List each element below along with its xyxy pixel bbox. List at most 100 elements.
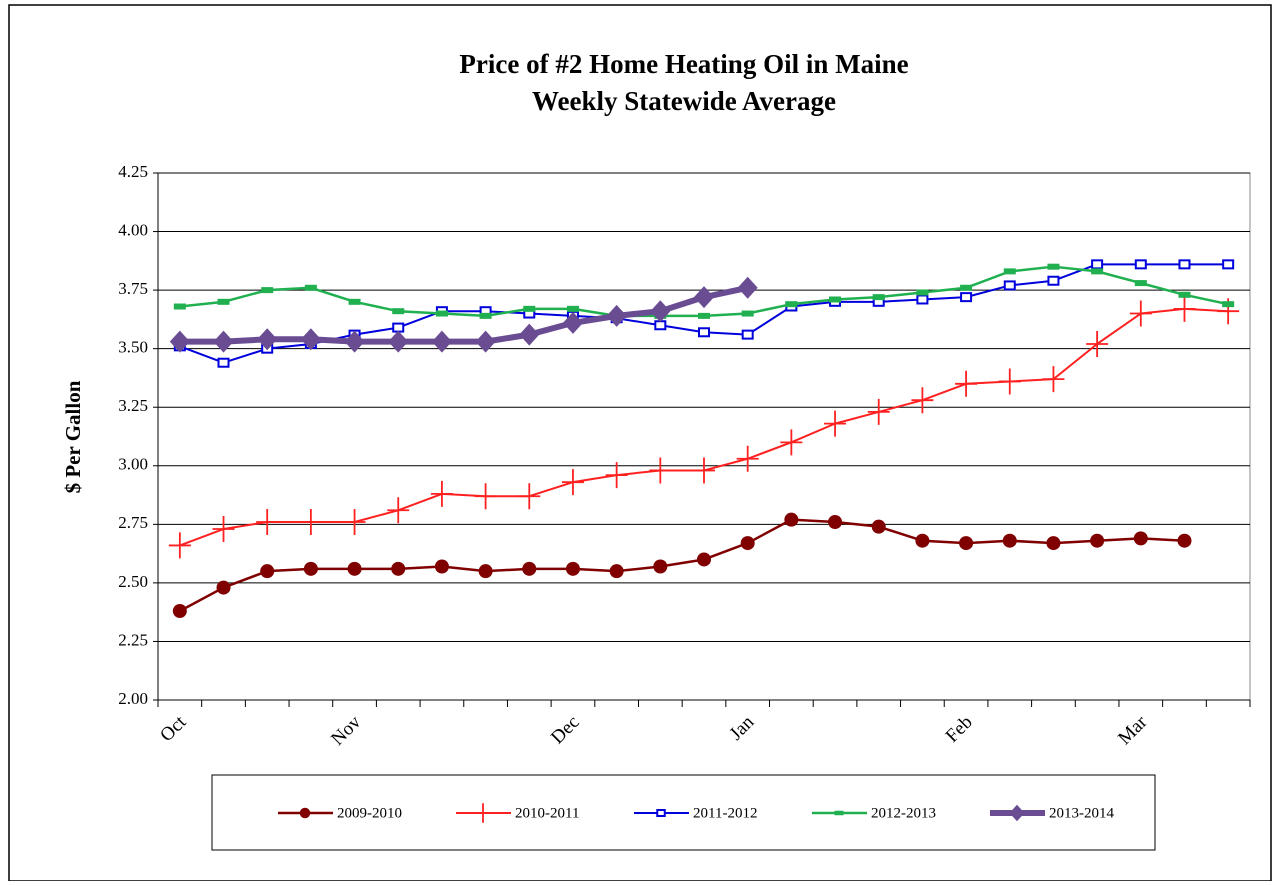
marker [1003, 268, 1016, 275]
marker [824, 410, 847, 437]
marker [650, 300, 671, 323]
marker [960, 284, 973, 291]
marker [654, 320, 667, 331]
marker [562, 311, 583, 334]
y-tick-label: 2.50 [118, 572, 148, 591]
marker [1091, 268, 1104, 275]
marker [478, 564, 493, 579]
marker [475, 330, 496, 353]
marker [872, 294, 885, 301]
marker [217, 298, 230, 305]
marker [565, 561, 580, 576]
marker [388, 330, 409, 353]
marker [566, 305, 579, 312]
marker [474, 483, 497, 510]
marker [736, 445, 759, 472]
marker [216, 580, 231, 595]
marker [916, 294, 929, 305]
marker [435, 310, 448, 317]
marker [1086, 330, 1109, 357]
marker [698, 312, 710, 319]
marker [518, 483, 541, 510]
marker [299, 508, 322, 535]
marker [522, 561, 537, 576]
marker [649, 457, 672, 484]
marker [303, 561, 318, 576]
y-tick-label: 3.50 [118, 338, 148, 357]
marker [693, 457, 715, 484]
marker [479, 312, 492, 319]
marker [605, 462, 628, 489]
chart-subtitle: Weekly Statewide Average [532, 86, 836, 116]
marker [343, 508, 366, 535]
y-tick-label: 2.00 [118, 689, 148, 708]
marker [256, 508, 279, 535]
marker [1178, 291, 1191, 298]
marker [1173, 295, 1196, 322]
legend-label: 2013-2014 [1049, 805, 1114, 821]
marker [916, 289, 929, 296]
marker [867, 398, 890, 425]
marker [606, 304, 627, 327]
marker [1003, 280, 1016, 291]
marker [694, 286, 714, 309]
plot-area [157, 172, 1251, 701]
marker [212, 516, 235, 543]
marker [431, 330, 452, 353]
marker [348, 298, 361, 305]
marker [261, 287, 274, 294]
marker [430, 480, 453, 507]
marker [871, 519, 886, 534]
marker [780, 429, 803, 456]
marker [911, 387, 934, 414]
marker [960, 292, 973, 303]
marker [784, 512, 799, 527]
y-tick-label: 2.25 [118, 630, 148, 649]
marker [173, 303, 186, 310]
marker [1046, 536, 1061, 551]
marker [344, 330, 365, 353]
marker [1002, 533, 1017, 548]
marker [392, 322, 405, 333]
marker [257, 328, 278, 351]
marker [217, 357, 230, 368]
y-tick-label: 4.25 [118, 162, 148, 181]
marker [1090, 533, 1105, 548]
marker [434, 559, 449, 574]
marker [260, 564, 275, 579]
marker [1134, 280, 1147, 287]
legend-marker [834, 810, 844, 816]
marker [653, 559, 668, 574]
y-tick-label: 3.25 [118, 396, 148, 415]
legend-label: 2009-2010 [337, 805, 402, 821]
marker [1178, 259, 1191, 270]
marker [1134, 259, 1147, 270]
marker [168, 532, 191, 559]
y-tick-label: 3.00 [118, 455, 148, 474]
marker [737, 276, 758, 299]
marker [741, 310, 754, 317]
marker [955, 370, 978, 397]
legend-label: 2011-2012 [693, 805, 757, 821]
marker [998, 368, 1021, 395]
marker [741, 329, 754, 340]
marker [740, 536, 755, 551]
marker [1047, 263, 1060, 270]
marker [828, 514, 843, 529]
marker [829, 296, 842, 303]
marker [785, 301, 798, 308]
marker [697, 552, 711, 567]
series-line [179, 518, 1185, 613]
y-tick-label: 4.00 [118, 220, 148, 239]
y-tick-label: 3.75 [118, 279, 148, 298]
marker [387, 497, 410, 524]
marker [1129, 300, 1152, 327]
marker [213, 330, 234, 353]
marker [519, 323, 540, 346]
legend-marker [474, 803, 492, 823]
marker [1091, 259, 1104, 270]
y-axis-label: $ Per Gallon [61, 380, 85, 493]
marker [1222, 259, 1235, 270]
marker [561, 469, 584, 496]
